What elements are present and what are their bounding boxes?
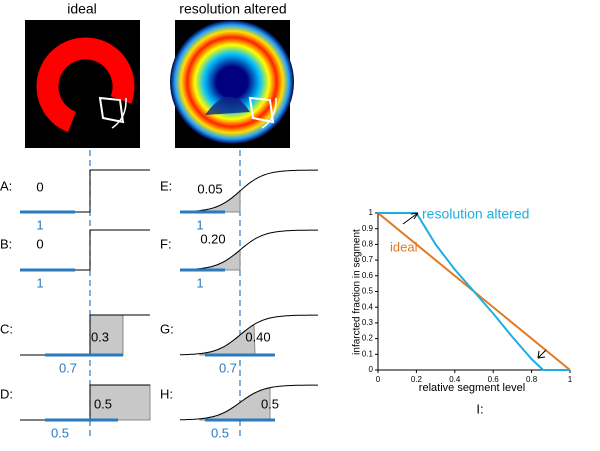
x-tick-label: 0.2 [411,375,423,384]
fraction-label: 0.5 [94,396,112,411]
fraction-label: 0.05 [197,181,222,196]
x-tick-label: 0.6 [488,375,500,384]
panel-label: B: [0,236,12,251]
fraction-label: 0.40 [245,329,270,344]
series-line [378,212,570,371]
profile [180,169,318,213]
y-tick-label: 0.2 [362,334,374,343]
panel-label: A: [0,178,12,193]
panel-label: F: [160,236,172,251]
level-label: 0.5 [211,425,229,440]
fraction-label: 0.3 [91,329,109,344]
image-title: resolution altered [179,1,286,17]
y-tick-label: 1 [369,208,374,217]
level-label: 0.7 [219,360,237,375]
y-tick-label: 0.3 [362,318,374,327]
y-tick-label: 0.9 [362,224,374,233]
fraction-label: 0.5 [261,396,279,411]
panel-label: I: [476,401,483,416]
shaded-area [199,387,271,421]
arrow [402,212,419,225]
shaded-area [199,248,241,271]
ideal-image [25,20,140,148]
level-label: 0.5 [51,425,69,440]
level-label: 0.7 [59,360,77,375]
y-tick-label: 0.8 [362,240,374,249]
level-label: 1 [36,217,43,232]
fraction-label: 0.20 [200,231,225,246]
series-label: resolution altered [422,206,529,222]
fraction-label: 0 [36,179,43,194]
fraction-label: 0 [36,236,43,251]
level-label: 1 [196,275,203,290]
panel-label: G: [160,321,174,336]
level-label: 1 [196,217,203,232]
profile [20,314,150,356]
image-title: ideal [67,1,97,17]
x-axis-label: relative segment level [419,382,525,394]
profile [180,314,318,356]
series-label: ideal [390,239,418,254]
panel-label: H: [160,386,173,401]
panel-label: D: [0,386,13,401]
panel-label: C: [0,321,13,336]
y-tick-label: 0.7 [362,255,374,264]
panel-label: E: [160,178,172,193]
y-axis-label: infarcted fraction in segment [352,229,363,355]
y-tick-label: 0 [369,365,374,374]
profile [179,384,318,421]
x-tick-label: 0 [376,375,381,384]
profile [180,229,318,271]
y-tick-label: 0.1 [362,349,374,358]
y-tick-label: 0.6 [362,271,374,280]
level-label: 1 [36,275,43,290]
x-tick-label: 0.4 [449,375,461,384]
y-tick-label: 0.4 [362,302,374,311]
arrow [537,349,547,359]
y-tick-label: 0.5 [362,287,374,296]
x-tick-label: 0.8 [526,375,538,384]
altered-image [170,20,294,148]
x-tick-label: 1 [568,375,573,384]
